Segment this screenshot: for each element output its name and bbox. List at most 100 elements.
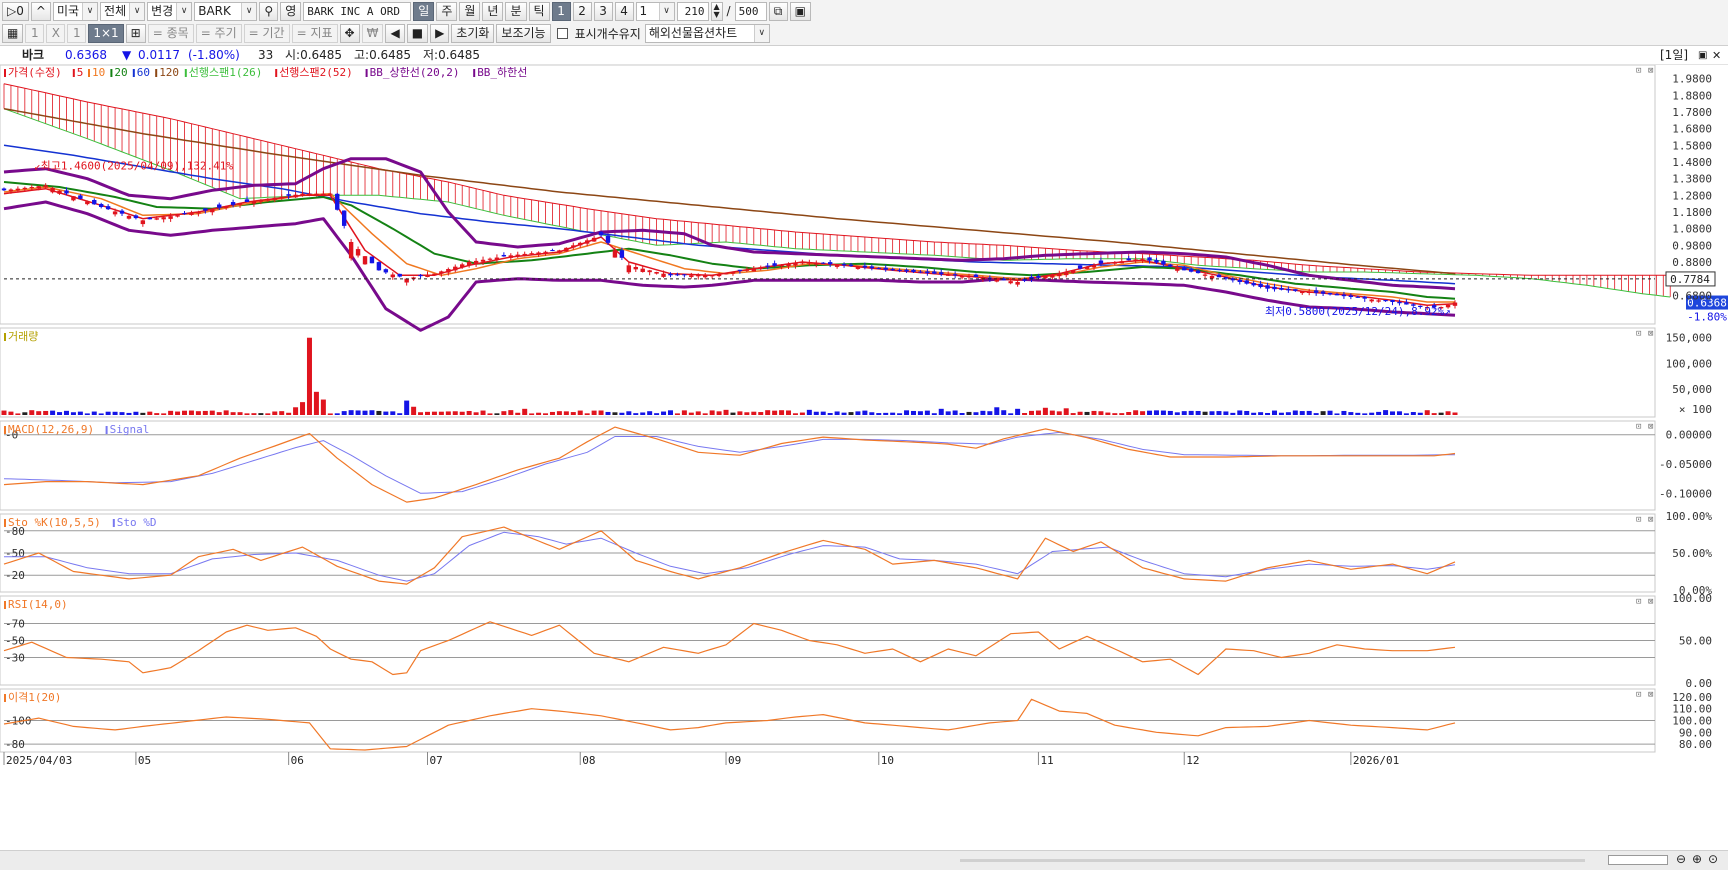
aux-function-button[interactable]: 보조기능 <box>496 23 551 43</box>
layout-1b-button[interactable]: 1 <box>67 23 87 43</box>
maximize-icon[interactable]: ▣ <box>1698 50 1708 61</box>
new-window-icon[interactable]: ⧉ <box>768 1 788 21</box>
indicator-button[interactable]: = 지표 <box>291 23 338 43</box>
candle <box>411 277 416 279</box>
disparity-axis-label: 80.00 <box>1679 738 1712 751</box>
volume-panel: 150,000 100,000 50,000 × 100 거래량 <box>1 330 1712 416</box>
menu-button[interactable]: ▷0 <box>2 1 29 21</box>
bars-field[interactable]: 210 <box>676 1 709 21</box>
panel-max-icon[interactable]: ⊡ <box>1636 66 1641 76</box>
interval-select[interactable]: 1 ∨ <box>635 1 675 21</box>
period-tick-button[interactable]: 틱 <box>528 1 550 21</box>
candle <box>1036 275 1041 278</box>
bars-max-field[interactable]: 500 <box>734 1 767 21</box>
zoom-reset-icon[interactable]: ⊙ <box>1708 852 1719 866</box>
item-button[interactable]: = 종목 <box>147 23 194 43</box>
symbol-name-field[interactable]: BARK INC A ORD <box>303 1 412 21</box>
period-month-button[interactable]: 월 <box>459 1 481 21</box>
price-axis-label: 0.8800 <box>1672 256 1712 269</box>
zoom-slider[interactable] <box>1608 855 1668 865</box>
futures-chart-select[interactable]: 해외선물옵션차트 ∨ <box>644 23 770 43</box>
stock-name: 바크 <box>22 48 45 62</box>
rsi-line <box>3 621 1456 676</box>
volume-bar <box>1167 410 1173 415</box>
count-3-button[interactable]: 3 <box>593 1 613 21</box>
up-button[interactable]: ^ <box>30 1 51 21</box>
legend-swatch <box>4 426 6 434</box>
stop-icon[interactable]: ■ <box>406 23 429 43</box>
macd-axis-label: -0.05000 <box>1659 458 1712 471</box>
zoom-in-icon[interactable]: ⊕ <box>1692 852 1703 866</box>
table-icon[interactable]: ⊞ <box>125 23 146 43</box>
candle <box>626 265 632 273</box>
candle <box>1154 260 1159 263</box>
volume-bar <box>1160 410 1166 415</box>
cycle-button[interactable]: = 주기 <box>195 23 242 43</box>
scroll-left-icon[interactable]: ◀ <box>385 23 405 43</box>
panel-max-icon[interactable]: ⊡ <box>1636 515 1641 525</box>
volume-bar <box>334 413 340 415</box>
search-button[interactable]: ⚲ <box>259 1 279 21</box>
volume-bar <box>605 411 611 415</box>
volume-bar <box>1112 413 1118 415</box>
horizontal-scrollbar[interactable] <box>960 859 1585 862</box>
zoom-out-icon[interactable]: ⊖ <box>1676 852 1687 866</box>
price-axis-label: 1.5800 <box>1672 139 1712 152</box>
candle <box>223 206 229 209</box>
layout-1x1-button[interactable]: 1×1 <box>88 23 124 43</box>
period-range-button[interactable]: = 기간 <box>243 23 290 43</box>
count-1-button[interactable]: 1 <box>551 1 571 21</box>
keep-count-checkbox[interactable] <box>556 27 568 39</box>
close-icon[interactable]: ✕ <box>1712 49 1722 62</box>
panel-close-icon[interactable]: ⊠ <box>1648 66 1653 76</box>
volume-bar <box>855 411 861 415</box>
panel-max-icon[interactable]: ⊡ <box>1636 329 1641 339</box>
move-icon[interactable]: ✥ <box>339 23 360 43</box>
english-toggle[interactable]: 영 <box>280 1 302 21</box>
currency-button[interactable]: ₩ <box>361 23 384 43</box>
symbol-select[interactable]: BARK ∨ <box>194 1 258 21</box>
change-select[interactable]: 변경 ∨ <box>147 1 193 21</box>
reset-button[interactable]: 초기화 <box>451 23 495 43</box>
volume-bar <box>251 413 257 415</box>
scroll-right-icon[interactable]: ▶ <box>430 23 450 43</box>
volume-bar <box>286 412 292 415</box>
layout-x-button[interactable]: X <box>46 23 66 43</box>
volume-bar <box>1091 410 1097 415</box>
panel-close-icon[interactable]: ⊠ <box>1648 690 1653 700</box>
period-minute-button[interactable]: 분 <box>505 1 527 21</box>
bars-spinner[interactable]: ▲ ▼ <box>710 1 723 21</box>
panel-max-icon[interactable]: ⊡ <box>1636 690 1641 700</box>
save-icon[interactable]: ▣ <box>789 1 811 21</box>
panel-max-icon[interactable]: ⊡ <box>1636 422 1641 432</box>
period-week-button[interactable]: 주 <box>436 1 458 21</box>
candle <box>1334 293 1340 296</box>
period-year-button[interactable]: 년 <box>482 1 504 21</box>
layout-1-button[interactable]: 1 <box>25 23 45 43</box>
disp-level-label: -80 <box>5 738 25 751</box>
candle <box>265 198 271 201</box>
count-2-button[interactable]: 2 <box>572 1 592 21</box>
candle <box>494 257 500 261</box>
grid-icon[interactable]: ▦ <box>2 23 24 43</box>
scope-select[interactable]: 전체 ∨ <box>100 1 146 21</box>
count-4-button[interactable]: 4 <box>614 1 634 21</box>
market-select[interactable]: 미국 ∨ <box>52 1 99 21</box>
candle <box>1348 295 1354 297</box>
candle <box>1362 296 1367 299</box>
period-day-button[interactable]: 일 <box>413 1 435 21</box>
volume-bar <box>237 412 243 415</box>
panel-frames: ⊠ ⊡ ⊠ ⊡ ⊠ ⊡ ⊠ ⊡ ⊠ ⊡ ⊠ ⊡ <box>0 65 1656 753</box>
chart-canvas[interactable]: ⊠ ⊡ ⊠ ⊡ ⊠ ⊡ ⊠ ⊡ ⊠ ⊡ ⊠ ⊡ 0.7784 0.6368-1.80% 1.9800 1.8… <box>0 65 1728 850</box>
panel-close-icon[interactable]: ⊠ <box>1648 329 1653 339</box>
volume-bar <box>36 411 42 415</box>
panel-close-icon[interactable]: ⊠ <box>1648 597 1653 607</box>
panel-close-icon[interactable]: ⊠ <box>1648 515 1653 525</box>
candle <box>119 210 125 214</box>
volume-bar <box>431 411 437 415</box>
panel-close-icon[interactable]: ⊠ <box>1648 422 1653 432</box>
volume-bar <box>265 413 271 415</box>
volume-bar <box>667 410 673 415</box>
candle <box>1300 291 1305 294</box>
panel-max-icon[interactable]: ⊡ <box>1636 597 1641 607</box>
